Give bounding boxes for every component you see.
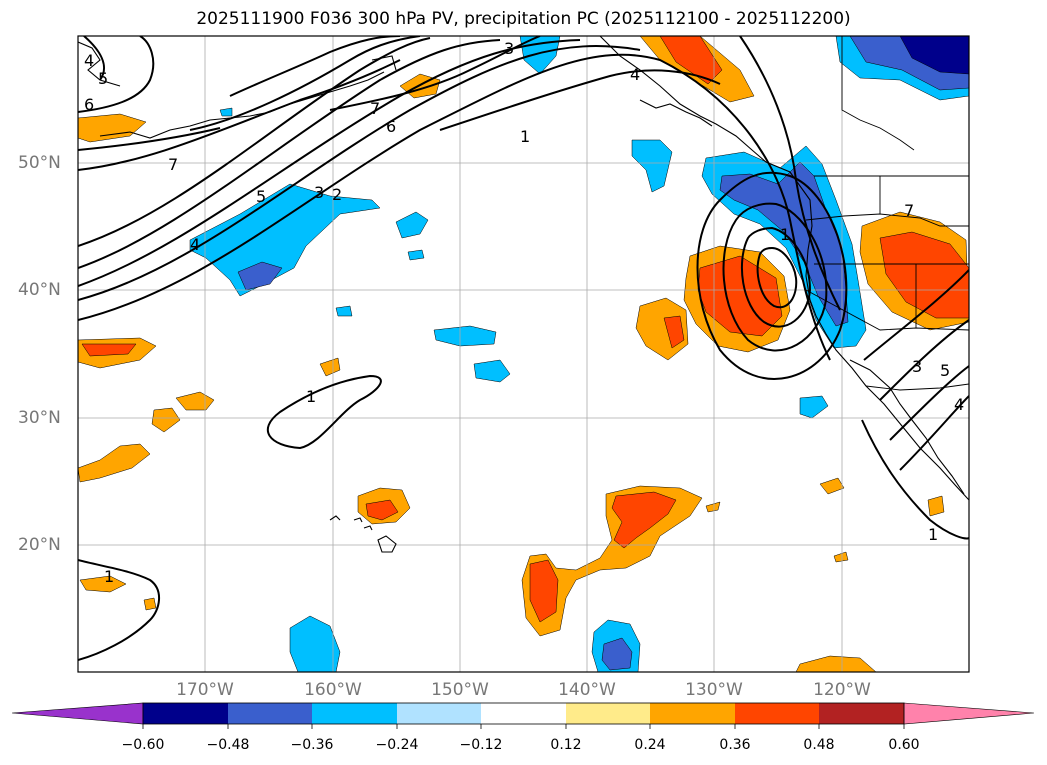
- contour-label: 7: [904, 201, 914, 220]
- contour-label: 3: [504, 39, 514, 58]
- contour-label: 1: [306, 387, 316, 406]
- colorbar-tick-label: −0.60: [113, 737, 173, 753]
- lon-label-140w: 140°W: [547, 680, 627, 700]
- colorbar: [0, 700, 1047, 730]
- colorbar-tick-label: 0.36: [705, 737, 765, 753]
- contour-label: 1: [780, 225, 790, 244]
- colorbar-swatch: [650, 703, 735, 724]
- colorbar-swatch: [481, 703, 566, 724]
- lon-label-150w: 150°W: [420, 680, 500, 700]
- colorbar-tick-label: 0.60: [874, 737, 934, 753]
- colorbar-tick-label: −0.12: [451, 737, 511, 753]
- colorbar-tick-label: 0.12: [536, 737, 596, 753]
- colorbar-tick-label: 0.48: [789, 737, 849, 753]
- contour-label: 7: [168, 155, 178, 174]
- contour-label: 6: [84, 95, 94, 114]
- lon-label-130w: 130°W: [674, 680, 754, 700]
- contour-label: 1: [520, 127, 530, 146]
- colorbar-swatch: [566, 703, 650, 724]
- contour-label: 3: [314, 183, 324, 202]
- colorbar-extend-max: [904, 703, 1034, 724]
- colorbar-tick-label: −0.48: [198, 737, 258, 753]
- contour-label: 1: [928, 525, 938, 544]
- colorbar-swatch: [397, 703, 481, 724]
- colorbar-tick-label: 0.24: [620, 737, 680, 753]
- colorbar-swatch: [819, 703, 904, 724]
- colorbar-extend-min: [12, 703, 143, 724]
- contour-label: 4: [954, 395, 964, 414]
- contour-label: 4: [190, 235, 200, 254]
- lon-label-120w: 120°W: [802, 680, 882, 700]
- contour-label: 4: [84, 51, 94, 70]
- contour-label: 5: [256, 187, 266, 206]
- contour-label: 1: [104, 567, 114, 586]
- colorbar-swatch: [228, 703, 312, 724]
- contour-label: 4: [630, 65, 640, 84]
- lon-label-170w: 170°W: [165, 680, 245, 700]
- contour-label: 5: [940, 361, 950, 380]
- map-plot: 4 5 6 7 5 3 2 7 6 3 4 1 4 1 1 1 3 4 5 1 …: [0, 0, 1047, 765]
- contour-label: 3: [912, 357, 922, 376]
- contour-label: 7: [370, 99, 380, 118]
- colorbar-tick-label: −0.36: [282, 737, 342, 753]
- colorbar-swatch: [312, 703, 397, 724]
- lat-label-40n: 40°N: [18, 280, 61, 300]
- colorbar-swatch: [735, 703, 819, 724]
- lat-label-20n: 20°N: [18, 535, 61, 555]
- lat-label-30n: 30°N: [18, 408, 61, 428]
- lat-label-50n: 50°N: [18, 153, 61, 173]
- contour-label: 6: [386, 117, 396, 136]
- contour-label: 2: [332, 185, 342, 204]
- colorbar-tick-label: −0.24: [367, 737, 427, 753]
- colorbar-swatch: [143, 703, 228, 724]
- lon-label-160w: 160°W: [293, 680, 373, 700]
- contour-label: 5: [98, 69, 108, 88]
